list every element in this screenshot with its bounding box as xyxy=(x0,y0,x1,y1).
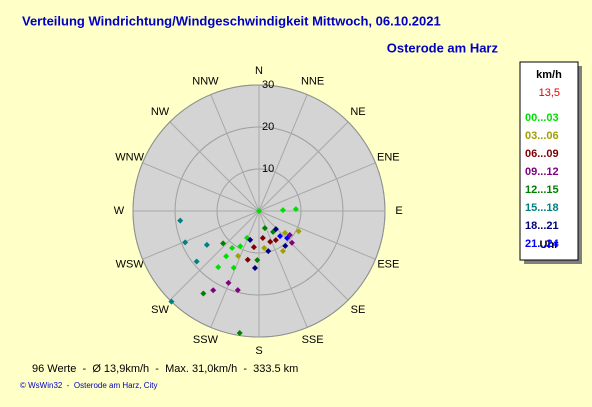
data-point xyxy=(210,287,217,294)
direction-label: SSE xyxy=(302,334,324,346)
data-point xyxy=(252,264,259,271)
data-point xyxy=(292,206,299,213)
data-point xyxy=(254,257,261,264)
chart-subtitle: Osterode am Harz xyxy=(387,40,499,55)
legend-entry: 00...03 xyxy=(525,112,559,124)
polar-border xyxy=(132,84,386,338)
data-point xyxy=(220,240,227,247)
legend-entry: 21...24 xyxy=(525,238,560,250)
spoke xyxy=(258,94,308,212)
data-point xyxy=(265,248,272,255)
data-point xyxy=(193,258,200,265)
direction-label: NW xyxy=(151,106,170,118)
data-point xyxy=(282,229,289,236)
direction-label: SW xyxy=(151,304,169,316)
legend-title: km/h xyxy=(536,69,562,81)
direction-label: SE xyxy=(351,304,366,316)
r-tick-label: 20 xyxy=(262,121,274,133)
footer-credit: © WsWin32 - Osterode am Harz, City xyxy=(20,381,157,390)
data-point xyxy=(237,243,244,250)
spoke xyxy=(258,121,349,212)
r-tick-label: 30 xyxy=(262,79,274,91)
data-point xyxy=(295,228,302,235)
direction-label: SSW xyxy=(193,334,219,346)
direction-label: ENE xyxy=(377,151,400,163)
legend-entry: 03...06 xyxy=(525,130,559,142)
data-point xyxy=(247,236,254,243)
legend-footer: Uhr xyxy=(540,239,560,251)
data-point xyxy=(225,279,232,286)
chart-title: Verteilung Windrichtung/Windgeschwindigk… xyxy=(22,13,441,28)
spoke xyxy=(258,162,376,212)
data-point xyxy=(215,264,222,271)
spoke xyxy=(169,121,260,212)
spoke xyxy=(258,210,376,260)
legend-box xyxy=(519,61,579,261)
spoke xyxy=(258,210,308,328)
legend-entry: 06...09 xyxy=(525,148,559,160)
spoke xyxy=(142,162,260,212)
data-point xyxy=(235,252,242,259)
data-point xyxy=(244,256,251,263)
data-point xyxy=(203,241,210,248)
footer-stats: 96 Werte - Ø 13,9km/h - Max. 31,0km/h - … xyxy=(32,363,298,375)
legend-value: 13,5 xyxy=(539,87,560,99)
data-point xyxy=(277,233,284,240)
direction-label: ESE xyxy=(377,258,399,270)
data-point xyxy=(200,290,207,297)
legend-entry: 09...12 xyxy=(525,166,559,178)
r-tick-label: 10 xyxy=(262,163,274,175)
data-point xyxy=(177,217,184,224)
data-point xyxy=(256,208,262,214)
data-point xyxy=(267,238,274,245)
direction-label: N xyxy=(255,65,263,77)
direction-label: NNE xyxy=(301,76,324,88)
legend-entry: 15...18 xyxy=(525,202,559,214)
spoke xyxy=(258,210,349,301)
spoke xyxy=(142,210,260,260)
direction-label: NNW xyxy=(192,76,219,88)
direction-label: WNW xyxy=(115,151,144,163)
data-point xyxy=(261,245,268,252)
spoke xyxy=(169,210,260,301)
data-point xyxy=(284,235,291,242)
data-point xyxy=(259,235,266,242)
data-point xyxy=(168,298,175,305)
direction-label: W xyxy=(114,205,125,217)
data-point xyxy=(282,242,289,249)
data-point xyxy=(280,247,287,254)
data-point xyxy=(272,226,279,233)
data-point xyxy=(234,287,241,294)
data-point xyxy=(250,244,257,251)
data-point xyxy=(230,264,237,271)
data-point xyxy=(182,239,189,246)
direction-label: S xyxy=(255,345,262,357)
spoke xyxy=(210,94,260,212)
direction-label: WSW xyxy=(116,258,145,270)
direction-label: NE xyxy=(350,106,365,118)
data-point xyxy=(288,239,295,246)
legend-entry: 12...15 xyxy=(525,184,559,196)
legend-entry: 18...21 xyxy=(525,220,559,232)
data-point xyxy=(236,329,243,336)
data-point xyxy=(229,245,236,252)
data-point xyxy=(279,207,286,214)
direction-label: E xyxy=(395,205,402,217)
data-point xyxy=(223,253,230,260)
data-point xyxy=(272,237,279,244)
data-point xyxy=(261,225,268,232)
